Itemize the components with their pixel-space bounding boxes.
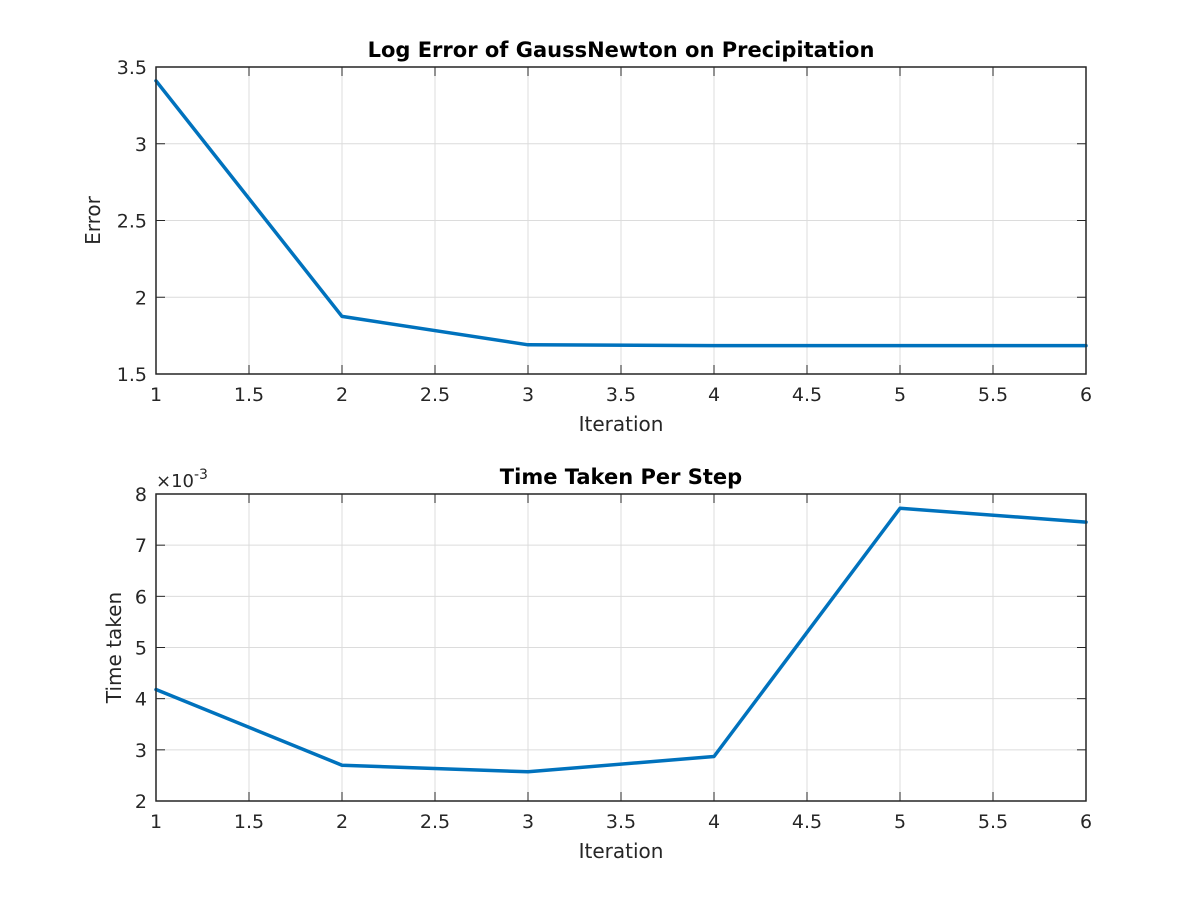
time-series-line — [154, 506, 1088, 774]
error-y-tick-label: 3.5 — [117, 57, 147, 79]
time-y-exponent-base: ×10 — [156, 471, 194, 492]
time-x-tick-label: 4 — [708, 811, 720, 833]
error-x-tick-label: 3.5 — [606, 384, 636, 406]
time-chart: 1 1.5 2 2.5 3 3.5 4 4.5 5 5.5 6 2 3 4 5 6 7 8 Time Taken … — [102, 465, 1092, 863]
error-x-tick-label: 6 — [1080, 384, 1092, 406]
error-x-tick-label: 5 — [894, 384, 906, 406]
error-x-tick-label: 2.5 — [420, 384, 450, 406]
time-x-tick-label: 3 — [522, 811, 534, 833]
time-y-tick-label: 8 — [135, 484, 147, 506]
error-y-tick-label: 1.5 — [117, 364, 147, 386]
error-chart-title: Log Error of GaussNewton on Precipitatio… — [368, 38, 875, 62]
time-y-exponent-power: -3 — [194, 467, 208, 483]
time-y-tick-label: 4 — [135, 689, 147, 711]
time-x-tick-label: 4.5 — [792, 811, 822, 833]
error-chart: 1 1.5 2 2.5 3 3.5 4 4.5 5 5.5 61.522.533.5 Log Err… — [81, 38, 1092, 436]
time-x-tick-label: 3.5 — [606, 811, 636, 833]
error-x-tick-label: 5.5 — [978, 384, 1008, 406]
time-y-tick-label: 5 — [135, 638, 147, 660]
error-x-tick-label: 4 — [708, 384, 720, 406]
error-x-tick-label: 3 — [522, 384, 534, 406]
time-axes-frame — [155, 493, 1087, 802]
time-x-tick-label: 1.5 — [234, 811, 264, 833]
time-y-tick-label: 6 — [135, 586, 147, 608]
error-tick-labels: 1 1.5 2 2.5 3 3.5 4 4.5 5 5.5 61.522.533.5 — [117, 57, 1092, 406]
error-axes-frame — [155, 66, 1087, 375]
time-y-tick-label: 3 — [135, 740, 147, 762]
time-x-tick-label: 6 — [1080, 811, 1092, 833]
error-x-tick-label: 4.5 — [792, 384, 822, 406]
time-x-tick-label: 5 — [894, 811, 906, 833]
error-x-axis-label: Iteration — [579, 412, 664, 436]
time-x-axis-label: Iteration — [579, 839, 664, 863]
error-x-tick-label: 2 — [336, 384, 348, 406]
error-x-tick-label: 1 — [150, 384, 162, 406]
error-y-axis-label: Error — [81, 195, 105, 245]
error-series-line — [154, 79, 1088, 348]
time-x-tick-label: 2.5 — [420, 811, 450, 833]
time-y-exponent: ×10-3 — [156, 467, 208, 492]
time-y-axis-label: Time taken — [102, 592, 126, 704]
time-y-tick-label: 7 — [135, 535, 147, 557]
time-y-tick-label: 2 — [135, 791, 147, 813]
time-tick-labels: 1 1.5 2 2.5 3 3.5 4 4.5 5 5.5 6 2 3 4 5 6 7 8 — [135, 484, 1092, 833]
error-y-tick-label: 3 — [135, 134, 147, 156]
error-y-tick-label: 2 — [135, 287, 147, 309]
time-x-tick-label: 2 — [336, 811, 348, 833]
time-x-tick-label: 1 — [150, 811, 162, 833]
time-chart-title: Time Taken Per Step — [500, 465, 742, 489]
error-x-tick-label: 1.5 — [234, 384, 264, 406]
time-x-tick-label: 5.5 — [978, 811, 1008, 833]
error-y-tick-label: 2.5 — [117, 211, 147, 233]
